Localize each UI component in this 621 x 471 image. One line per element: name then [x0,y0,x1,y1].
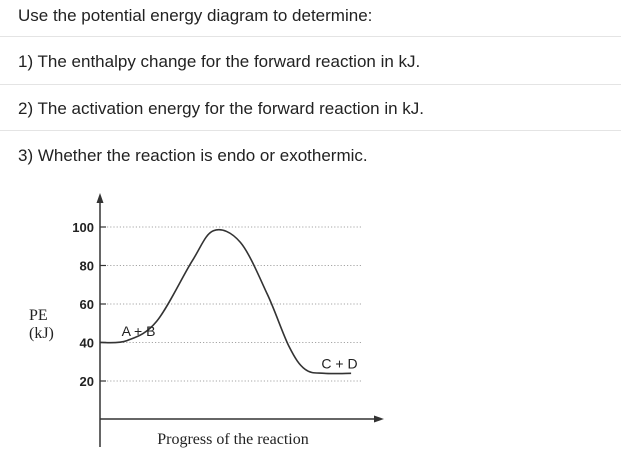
question-intro: Use the potential energy diagram to dete… [18,6,373,25]
tick-label-20: 20 [80,374,94,389]
tick-label-80: 80 [80,259,94,274]
question-item-3: 3) Whether the reaction is endo or exoth… [18,146,368,165]
reactants-label: A + B [122,323,156,339]
y-axis-label-line-1: PE [29,307,48,324]
y-axis-label-line-2: (kJ) [29,325,54,342]
y-axis-arrow [96,193,104,203]
products-label: C + D [321,356,357,372]
divider [0,130,621,131]
divider [0,84,621,85]
divider [0,36,621,37]
tick-label-100: 100 [72,220,94,235]
y-ticks: 20 40 60 80 100 [72,220,106,389]
x-axis-label: Progress of the reaction [157,431,309,448]
annotations: A + B C + D [122,323,358,372]
tick-label-60: 60 [80,297,94,312]
energy-curve [99,228,352,375]
tick-label-40: 40 [80,336,94,351]
x-axis-arrow [374,415,384,423]
question-item-1: 1) The enthalpy change for the forward r… [18,52,421,71]
question-item-2: 2) The activation energy for the forward… [18,99,424,118]
gridlines [107,226,362,382]
